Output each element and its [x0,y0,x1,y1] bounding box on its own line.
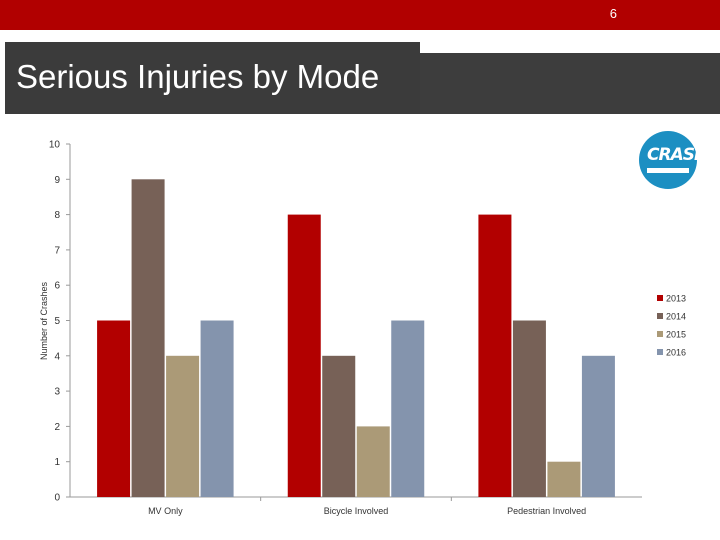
legend-swatch [657,349,663,355]
y-tick-label: 9 [54,175,60,186]
bar [166,355,200,497]
bar [581,355,615,497]
bar [547,461,581,497]
y-tick-label: 5 [54,316,60,327]
logo-text: CRASH [647,145,708,165]
legend-label: 2016 [666,348,686,358]
bar [131,179,165,498]
bar [356,426,390,497]
crash-logo: CRASH [639,131,708,189]
y-tick-label: 3 [54,387,60,398]
legend-swatch [657,295,663,301]
legend-swatch [657,313,663,319]
logo-underline [647,168,689,173]
legend-label: 2014 [666,312,686,322]
y-tick-label: 6 [54,281,60,292]
bar [322,355,356,497]
page-number: 6 [609,6,617,21]
x-tick-label: MV Only [148,506,183,516]
y-tick-label: 0 [54,493,60,504]
x-tick-label: Pedestrian Involved [507,506,586,516]
legend-label: 2015 [666,330,686,340]
y-tick-label: 7 [54,245,60,256]
y-tick-label: 1 [54,457,60,468]
bar [391,320,425,497]
header-bar: 6 [0,0,720,30]
y-tick-label: 2 [54,422,60,433]
y-tick-label: 4 [54,351,60,362]
bar [512,320,546,497]
x-tick-label: Bicycle Involved [324,506,389,516]
y-axis-label: Number of Crashes [39,281,49,360]
bar [97,320,131,497]
legend-label: 2013 [666,294,686,304]
legend-swatch [657,331,663,337]
bar [478,214,512,497]
bar [287,214,321,497]
slide-title: Serious Injuries by Mode [16,58,380,95]
bar [200,320,234,497]
y-tick-label: 10 [49,140,61,151]
y-tick-label: 8 [54,210,60,221]
title-box [5,42,420,114]
